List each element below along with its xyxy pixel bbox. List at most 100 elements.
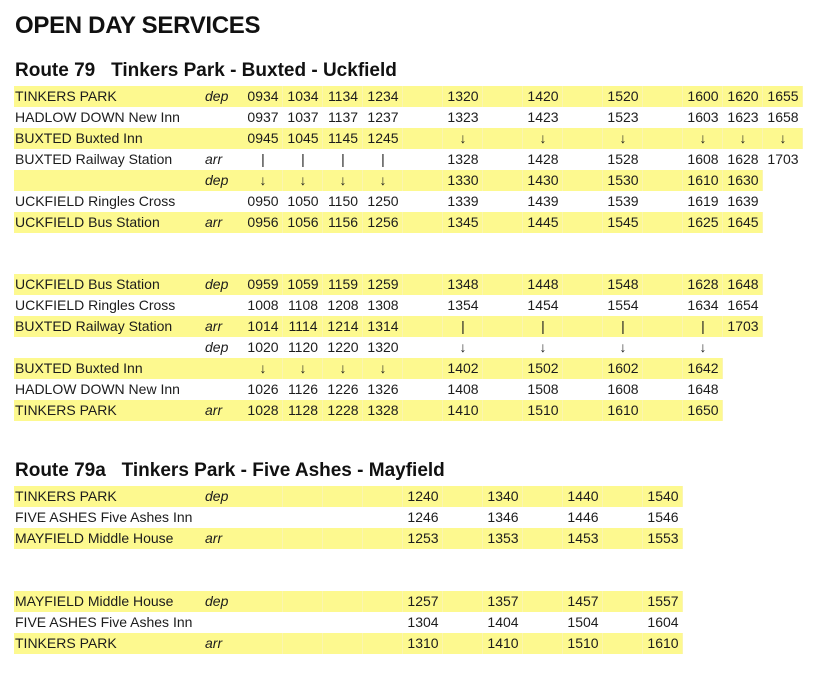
table-row: BUXTED Buxted Inn 0945 1045 1145 1245 ↓ ↓ ↓ ↓ ↓ ↓ — [14, 128, 803, 149]
time-cell — [563, 212, 603, 233]
down-arrow-icon: ↓ — [363, 170, 403, 191]
time-cell: 1304 — [407, 614, 439, 630]
time-cell — [563, 86, 603, 107]
time-cell: 0945 — [243, 128, 283, 149]
time-cell: 1014 — [243, 316, 283, 337]
time-cell: 1439 — [527, 193, 559, 209]
arr-dep-label — [205, 358, 243, 379]
table-row: TINKERS PARK dep 1240 1340 1440 1540 — [14, 486, 683, 507]
time-cell — [403, 400, 443, 421]
down-arrow-icon: ↓ — [683, 128, 723, 149]
time-cell — [643, 191, 683, 212]
time-cell — [363, 507, 403, 528]
time-cell — [643, 295, 683, 316]
time-cell: 1639 — [727, 193, 759, 209]
time-cell — [323, 486, 363, 507]
down-arrow-icon: ↓ — [283, 358, 323, 379]
arr-dep-label: arr — [205, 212, 243, 233]
time-cell: 1259 — [363, 274, 403, 295]
table-row: UCKFIELD Bus Station dep 0959 1059 1159 1259 1… — [14, 274, 763, 295]
time-cell — [603, 591, 643, 612]
table-row: BUXTED Railway Station arr 1014 1114 1214 131… — [14, 316, 763, 337]
time-cell — [643, 358, 683, 379]
time-cell — [443, 633, 483, 654]
time-cell — [603, 507, 643, 528]
time-cell — [643, 274, 683, 295]
time-cell: 1008 — [247, 297, 279, 313]
time-cell: 1628 — [727, 151, 759, 167]
time-cell: 1314 — [363, 316, 403, 337]
time-cell: 1320 — [367, 339, 399, 355]
time-cell: 1253 — [403, 528, 443, 549]
time-cell: 1034 — [283, 86, 323, 107]
time-cell: 1108 — [287, 297, 319, 313]
time-cell: 1608 — [687, 151, 719, 167]
stop-name: TINKERS PARK — [14, 400, 205, 421]
time-cell — [323, 528, 363, 549]
arr-dep-label — [205, 295, 243, 316]
time-cell: 1353 — [483, 528, 523, 549]
time-cell: 0959 — [243, 274, 283, 295]
stop-name: UCKFIELD Ringles Cross — [15, 193, 176, 209]
table-row: MAYFIELD Middle House dep 1257 1357 1457 1557 — [14, 591, 683, 612]
time-cell: 1320 — [443, 86, 483, 107]
down-arrow-icon: ↓ — [523, 128, 563, 149]
time-cell — [403, 149, 443, 170]
time-cell: 1028 — [243, 400, 283, 421]
time-cell — [483, 191, 523, 212]
time-cell: 1145 — [323, 128, 363, 149]
time-cell — [403, 212, 443, 233]
time-cell — [523, 486, 563, 507]
time-cell: 1557 — [643, 591, 683, 612]
time-cell: 1602 — [603, 358, 643, 379]
time-cell: 1539 — [607, 193, 639, 209]
time-cell — [363, 591, 403, 612]
stop-name: TINKERS PARK — [14, 486, 205, 507]
arr-dep-label — [205, 379, 243, 400]
time-cell: 1553 — [643, 528, 683, 549]
time-cell: 1323 — [447, 109, 479, 125]
time-cell: 1126 — [287, 381, 319, 397]
time-cell: 1604 — [647, 614, 679, 630]
stop-name — [14, 170, 205, 191]
time-cell — [283, 486, 323, 507]
arr-dep-label: arr — [205, 151, 223, 167]
time-cell — [443, 528, 483, 549]
time-cell: 1056 — [283, 212, 323, 233]
time-cell — [563, 274, 603, 295]
time-cell: 0934 — [243, 86, 283, 107]
time-cell: 1510 — [523, 400, 563, 421]
time-cell: 1445 — [523, 212, 563, 233]
time-cell: 0956 — [243, 212, 283, 233]
time-cell — [323, 507, 363, 528]
time-cell — [243, 528, 283, 549]
pass-through-icon: | — [341, 151, 345, 167]
time-cell — [323, 591, 363, 612]
down-arrow-icon: ↓ — [243, 358, 283, 379]
time-cell: 1645 — [723, 212, 763, 233]
stop-name: BUXTED Buxted Inn — [14, 358, 205, 379]
pass-through-icon: | — [603, 316, 643, 337]
pass-through-icon: | — [523, 316, 563, 337]
time-cell — [563, 379, 603, 400]
route-79-inbound-table: UCKFIELD Bus Station dep 0959 1059 1159 1259 1… — [14, 274, 763, 421]
route-79-outbound-table: TINKERS PARK dep 0934 1034 1134 1234 1320 1420 1… — [14, 86, 803, 233]
time-cell: 1520 — [603, 86, 643, 107]
time-cell — [403, 337, 443, 358]
time-cell: 1120 — [287, 339, 319, 355]
time-cell — [323, 633, 363, 654]
time-cell — [603, 612, 643, 633]
time-cell: 1540 — [643, 486, 683, 507]
time-cell — [443, 612, 483, 633]
time-cell: 1446 — [567, 509, 599, 525]
table-row: dep 1020 1120 1220 1320 ↓ ↓ ↓ ↓ — [14, 337, 763, 358]
time-cell: 1410 — [443, 400, 483, 421]
time-cell — [603, 633, 643, 654]
time-cell: 1528 — [607, 151, 639, 167]
time-cell: 1523 — [607, 109, 639, 125]
time-cell — [483, 316, 523, 337]
time-cell — [283, 591, 323, 612]
time-cell: 1402 — [443, 358, 483, 379]
time-cell: 1655 — [763, 86, 803, 107]
time-cell: 1234 — [363, 86, 403, 107]
